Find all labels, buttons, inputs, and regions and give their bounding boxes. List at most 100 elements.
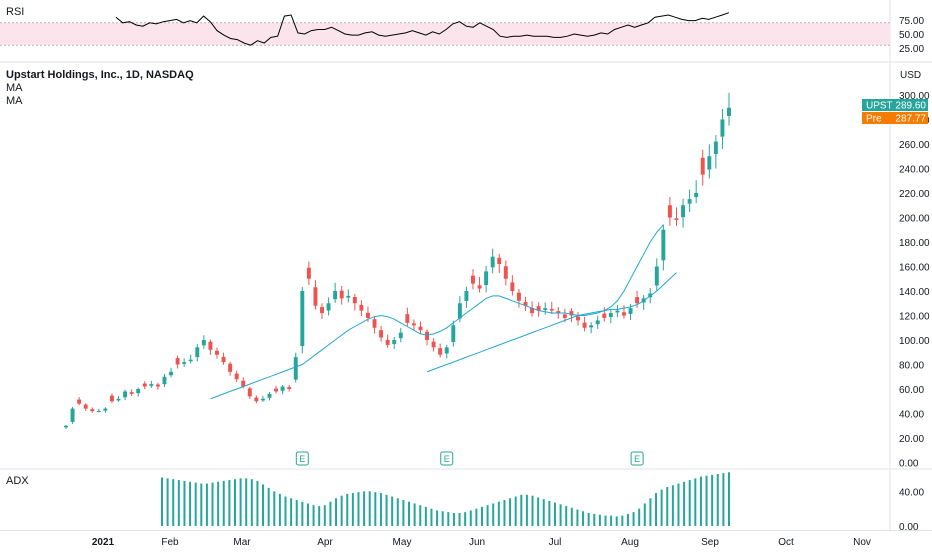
price-tag-label: UPST <box>866 101 893 112</box>
adx-bar <box>699 476 702 526</box>
price-tick-label: 200.00 <box>899 214 930 225</box>
x-axis-label: May <box>393 537 412 548</box>
candle-body <box>215 350 219 355</box>
candle-body <box>471 275 475 284</box>
adx-bar <box>217 481 220 526</box>
adx-bar <box>649 498 652 526</box>
rsi-band <box>0 22 890 46</box>
price-tick-label: 220.00 <box>899 189 930 200</box>
candle-body <box>608 313 613 318</box>
adx-bar <box>655 493 658 526</box>
candle-body <box>169 371 173 376</box>
price-tag-value: 289.60 <box>895 101 926 112</box>
adx-bar <box>245 478 248 526</box>
adx-bar <box>323 505 326 526</box>
adx-bar <box>402 500 405 526</box>
adx-bar <box>716 474 719 526</box>
adx-bar <box>570 507 573 526</box>
candle-body <box>123 391 128 398</box>
candle-body <box>713 141 718 155</box>
candle-body <box>228 363 233 372</box>
x-axis-label: Apr <box>317 537 333 548</box>
x-axis-label: Mar <box>233 537 251 548</box>
candle-body <box>595 320 600 325</box>
adx-label: ADX <box>6 475 29 487</box>
adx-bar <box>705 475 708 526</box>
adx-bar <box>374 492 377 526</box>
earnings-marker-box <box>295 451 309 466</box>
earnings-marker: E <box>295 451 309 466</box>
adx-bar <box>340 495 343 526</box>
adx-bar <box>582 511 585 526</box>
candle-body <box>300 291 305 347</box>
candle-body <box>182 362 187 364</box>
candle-body <box>352 297 357 304</box>
candle-body <box>490 256 495 268</box>
adx-bar <box>576 509 579 526</box>
adx-bar <box>312 505 315 526</box>
candle-body <box>530 308 535 314</box>
candle-body <box>372 319 377 328</box>
adx-bar <box>441 511 444 526</box>
earnings-marker-label: E <box>299 454 305 464</box>
adx-bar <box>728 472 730 526</box>
candle-body <box>576 316 580 321</box>
candle-body <box>543 308 548 310</box>
adx-bar <box>475 508 478 526</box>
candle-body <box>162 376 167 385</box>
x-axis-label: Oct <box>778 537 794 548</box>
adx-bar <box>559 504 562 526</box>
candle-body <box>392 340 397 344</box>
adx-bar <box>447 512 450 526</box>
ma-line-2 <box>426 272 677 373</box>
adx-bar <box>626 513 629 526</box>
adx-bar <box>211 482 214 526</box>
adx-tick-label: 0.00 <box>899 522 919 533</box>
candle-body <box>136 389 141 394</box>
adx-bar <box>711 474 714 526</box>
adx-bar <box>267 487 270 526</box>
candle-body <box>175 358 180 365</box>
adx-bar <box>357 492 360 526</box>
candle-body <box>293 357 298 380</box>
candle-body <box>129 392 134 394</box>
adx-bar <box>284 496 287 526</box>
adx-bar <box>503 500 506 526</box>
adx-bar <box>671 485 674 526</box>
price-tag-upst <box>862 99 928 111</box>
adx-bar <box>200 483 203 526</box>
candle-body <box>635 297 640 304</box>
ma-legend-1: MA <box>6 82 23 94</box>
adx-bar <box>419 505 422 526</box>
candle-body <box>562 314 567 318</box>
candle-body <box>503 266 508 279</box>
candle-body <box>556 311 561 314</box>
price-tick-label: 140.00 <box>899 287 930 298</box>
x-axis-label: Jun <box>469 537 485 548</box>
adx-bar <box>520 494 523 526</box>
candle-body <box>523 301 528 306</box>
adx-bar <box>683 481 686 526</box>
earnings-marker: E <box>440 451 454 466</box>
adx-bar <box>638 508 641 526</box>
candle-body <box>267 393 272 398</box>
candle-body <box>451 325 456 343</box>
adx-bar <box>256 480 259 526</box>
rsi-tick-label: 50.00 <box>899 30 924 41</box>
candle-body <box>477 285 482 289</box>
adx-bars <box>161 472 730 526</box>
candle-body <box>681 205 686 218</box>
candle-body <box>306 267 311 279</box>
adx-bar <box>329 501 332 526</box>
candle-body <box>727 107 731 117</box>
adx-bar <box>161 477 163 526</box>
candle-body <box>667 205 672 218</box>
adx-bar <box>278 493 281 526</box>
candle-body <box>320 307 324 314</box>
adx-bar <box>194 482 197 526</box>
candle-body <box>418 326 423 331</box>
adx-bar <box>301 501 304 526</box>
price-tick-label: 240.00 <box>899 165 930 176</box>
candle-body <box>70 408 75 422</box>
